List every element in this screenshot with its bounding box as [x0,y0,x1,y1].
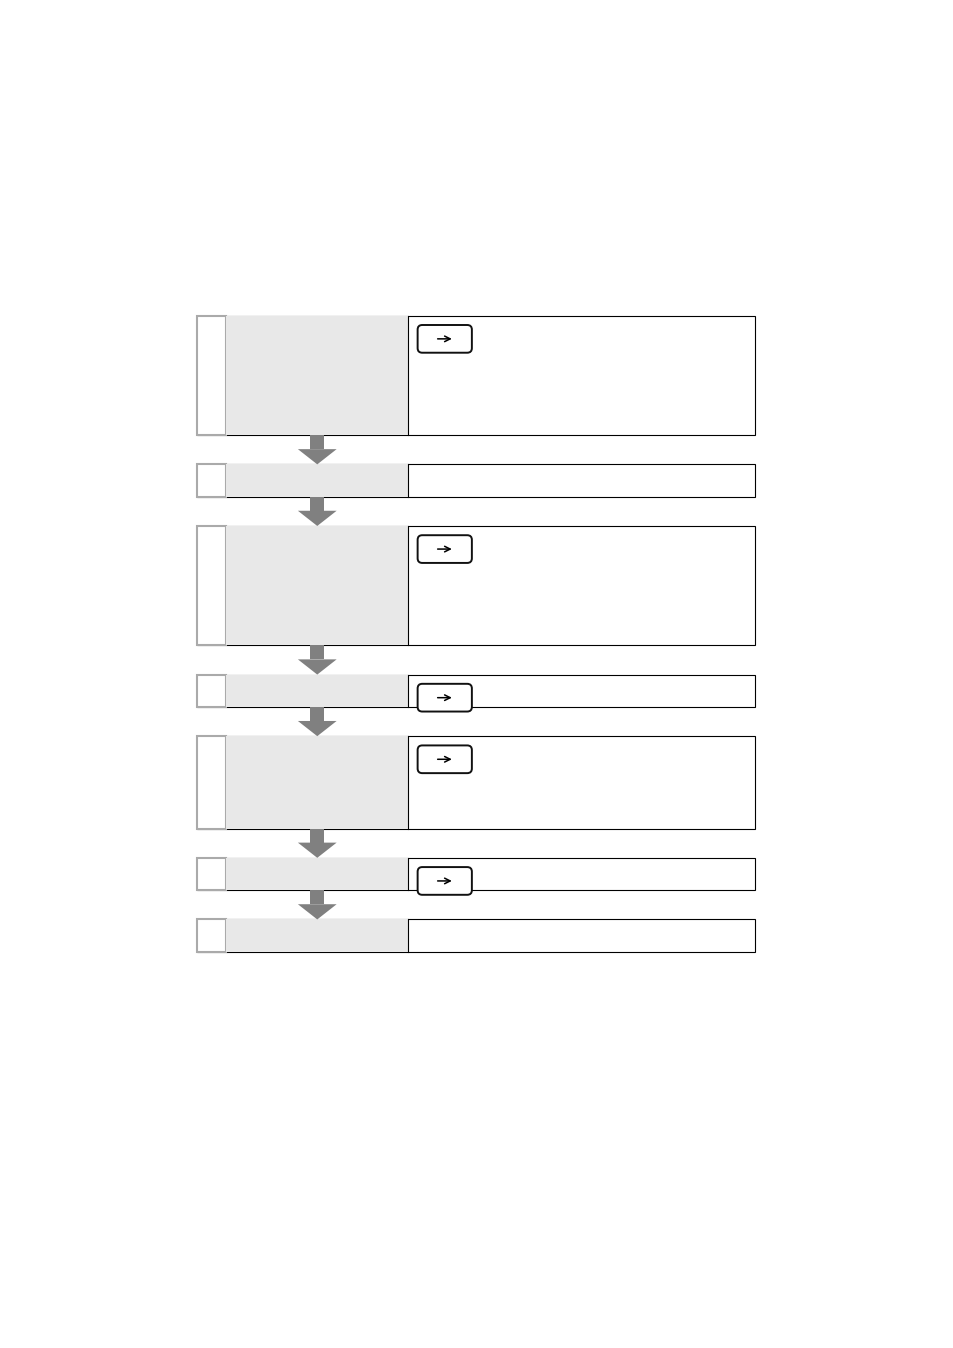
Bar [310,435,324,449]
Bar [226,919,408,952]
Bar [196,857,754,890]
Bar [196,919,226,952]
Polygon shape [297,905,336,919]
Polygon shape [297,449,336,464]
FancyBboxPatch shape [417,535,472,563]
Bar [196,315,754,435]
Bar [196,736,754,829]
Polygon shape [297,721,336,736]
Bar [310,706,324,721]
FancyBboxPatch shape [417,683,472,712]
FancyBboxPatch shape [417,745,472,774]
Bar [310,496,324,511]
Bar [196,674,754,706]
Bar [226,674,408,706]
Polygon shape [297,511,336,526]
Bar [226,736,408,829]
Bar [196,464,226,496]
Bar [226,526,408,646]
Polygon shape [297,659,336,674]
Bar [310,646,324,659]
Bar [226,464,408,496]
Bar [310,890,324,905]
Bar [196,526,754,646]
Bar [196,464,754,496]
Bar [196,674,226,706]
Bar [196,857,226,890]
Bar [196,919,754,952]
Bar [310,829,324,842]
Bar [196,526,226,646]
FancyBboxPatch shape [417,325,472,353]
FancyBboxPatch shape [417,867,472,895]
Bar [196,736,226,829]
Bar [196,315,226,435]
Polygon shape [297,842,336,857]
Bar [226,315,408,435]
Bar [226,857,408,890]
